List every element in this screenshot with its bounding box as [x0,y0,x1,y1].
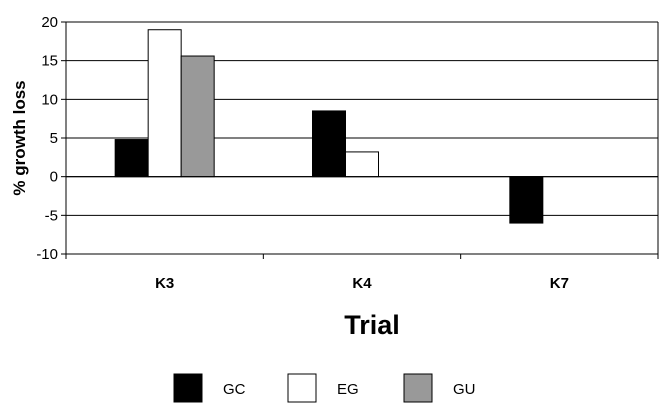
y-tick-label: -5 [45,207,58,224]
y-axis-ticks: 20 15 10 5 0 -5 -10 [36,14,66,263]
legend-label-eg: EG [337,381,359,398]
bar-gu-k3 [180,55,215,178]
x-category-label: K7 [550,275,569,292]
legend: GC EG GU [173,373,476,403]
y-tick-label: 15 [41,53,58,70]
bar-gc-k7 [509,176,544,224]
y-tick-label: 5 [50,130,58,147]
legend-swatch-gc [173,373,203,403]
y-tick-label: -10 [36,246,58,263]
y-axis-label: % growth loss [10,80,29,195]
y-tick-label: 0 [50,169,58,186]
bar-eg-k3 [147,29,182,178]
x-category-label: K4 [352,275,372,292]
y-tick-label: 20 [41,14,58,31]
x-category-label: K3 [155,275,174,292]
x-axis-categories: K3 K4 K7 [155,275,569,292]
x-axis-label: Trial [344,310,400,340]
legend-label-gu: GU [453,381,476,398]
legend-swatch-gu [403,373,433,403]
bar-eg-k4 [345,151,379,178]
legend-label-gc: GC [223,381,246,398]
y-tick-label: 10 [41,91,58,108]
legend-swatch-eg [287,373,317,403]
bar-gc-k4 [312,110,346,178]
bar-gc-k3 [114,139,149,178]
bars [65,29,659,259]
